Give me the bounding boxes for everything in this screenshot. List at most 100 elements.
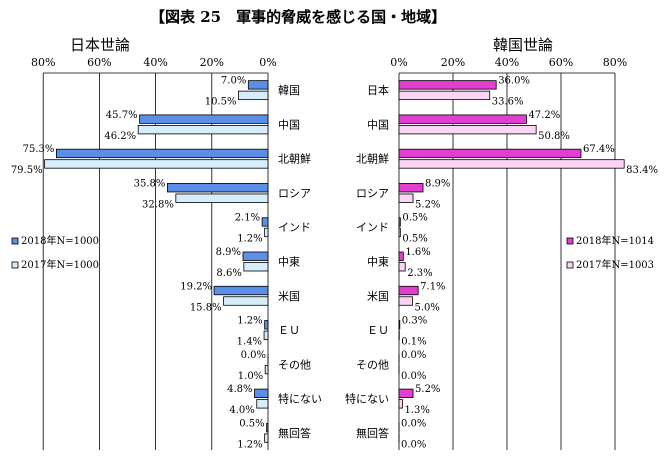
right-category-label: 北朝鮮 xyxy=(356,152,389,166)
right-bar-2018 xyxy=(398,114,527,124)
left-data-label: 1.0% xyxy=(238,371,263,382)
right-category-label: ＥＵ xyxy=(367,324,389,337)
left-data-label: 19.2% xyxy=(180,281,212,292)
left-bar-2018 xyxy=(264,320,269,330)
right-data-label: 0.1% xyxy=(401,337,426,348)
left-data-label: 10.5% xyxy=(205,97,237,108)
right-data-label: 50.8% xyxy=(538,131,570,142)
left-data-label: 1.2% xyxy=(237,439,262,450)
right-bar-2018 xyxy=(398,183,424,193)
right-data-label: 5.2% xyxy=(415,199,440,210)
left-bar-2018 xyxy=(56,148,269,159)
right-category-label: その他 xyxy=(356,358,389,371)
right-category-label: 無回答 xyxy=(356,426,389,440)
right-bar-2017 xyxy=(398,159,625,169)
right-data-label: 5.2% xyxy=(415,384,440,395)
left-data-label: 0.0% xyxy=(241,350,266,361)
right-panel-title: 韓国世論 xyxy=(493,36,554,54)
left-data-label: 75.3% xyxy=(23,144,55,155)
left-panel-title: 日本世論 xyxy=(70,36,131,54)
left-data-label: 8.9% xyxy=(216,247,241,258)
legend-right-2018-label: 2018年N=1014 xyxy=(576,234,654,247)
left-tick-label: 60% xyxy=(87,56,111,69)
right-data-label: 2.3% xyxy=(407,268,432,279)
left-data-label: 45.7% xyxy=(106,110,138,121)
left-data-label: 1.2% xyxy=(237,234,262,245)
left-bar-2018 xyxy=(139,114,269,124)
right-data-label: 0.5% xyxy=(402,234,427,245)
right-data-label: 7.1% xyxy=(420,281,445,292)
left-data-label: 46.2% xyxy=(104,131,136,142)
left-data-label: 35.8% xyxy=(134,178,166,189)
left-data-label: 32.8% xyxy=(142,199,174,210)
left-data-label: 7.0% xyxy=(221,76,246,87)
left-tick-label: 0% xyxy=(259,56,276,69)
left-bar-2018 xyxy=(247,80,269,90)
left-bar-2018 xyxy=(261,217,269,227)
left-data-label: 0.5% xyxy=(239,418,264,429)
right-bar-2018 xyxy=(398,80,497,90)
left-category-label: 特にない xyxy=(278,392,322,406)
left-data-label: 4.0% xyxy=(229,405,254,416)
left-bar-2017 xyxy=(264,227,269,238)
left-data-label: 1.4% xyxy=(237,337,262,348)
left-bar-2017 xyxy=(264,433,269,443)
left-bar-2017 xyxy=(263,330,269,340)
right-tick-label: 20% xyxy=(441,56,465,69)
left-category-label: インド xyxy=(278,221,311,234)
right-bar-2017 xyxy=(398,90,491,101)
right-data-label: 0.3% xyxy=(402,316,427,327)
legend-right-2017-label: 2017年N=1003 xyxy=(576,258,654,271)
legend-left-2018-swatch xyxy=(11,237,19,245)
left-bar-2017 xyxy=(238,90,269,101)
right-bar-2017 xyxy=(398,296,413,306)
right-bar-2017 xyxy=(398,227,401,238)
left-bar-2017 xyxy=(256,399,269,409)
left-category-label: ＥＵ xyxy=(278,324,300,337)
left-category-label: 韓国 xyxy=(278,84,300,97)
legend-left-2017-label: 2017年N=1000 xyxy=(21,258,99,271)
legend-left-2017-swatch xyxy=(11,261,19,269)
left-bar-2017 xyxy=(243,262,269,272)
right-category-label: 日本 xyxy=(367,83,389,97)
right-bar-2017 xyxy=(398,399,403,409)
left-bar-2017 xyxy=(223,296,269,306)
right-tick-label: 0% xyxy=(390,56,407,69)
right-bar-2018 xyxy=(398,388,414,398)
right-data-label: 5.0% xyxy=(415,302,440,313)
right-data-label: 67.4% xyxy=(583,144,615,155)
right-data-label: 8.9% xyxy=(425,178,450,189)
right-bar-2018 xyxy=(398,285,419,296)
right-data-label: 0.5% xyxy=(402,213,427,224)
left-category-label: 無回答 xyxy=(278,426,311,440)
left-bar-2018 xyxy=(167,183,269,193)
left-category-label: 中東 xyxy=(278,256,300,269)
left-category-label: その他 xyxy=(278,358,311,371)
left-bar-2018 xyxy=(266,422,269,433)
right-data-label: 0.0% xyxy=(401,418,426,429)
left-category-label: 中国 xyxy=(278,118,300,131)
right-data-label: 47.2% xyxy=(528,110,560,121)
right-data-label: 36.0% xyxy=(498,76,530,87)
left-bar-2018 xyxy=(242,251,269,261)
legend-left-2018-label: 2018年N=1000 xyxy=(21,234,99,247)
left-category-label: 北朝鮮 xyxy=(278,152,311,166)
right-category-label: 中国 xyxy=(367,118,389,131)
right-data-label: 0.0% xyxy=(401,439,426,450)
right-tick-label: 40% xyxy=(495,56,519,69)
right-bar-2018 xyxy=(398,251,404,261)
left-data-label: 2.1% xyxy=(235,213,260,224)
left-category-label: ロシア xyxy=(278,187,311,200)
right-category-label: 特にない xyxy=(345,392,389,406)
left-bar-2017 xyxy=(175,193,269,203)
left-bar-2017 xyxy=(264,364,269,375)
right-tick-label: 80% xyxy=(603,56,627,69)
right-bar-2018 xyxy=(398,217,401,227)
left-tick-label: 80% xyxy=(31,56,55,69)
right-data-label: 1.6% xyxy=(405,247,430,258)
right-category-label: インド xyxy=(356,221,389,234)
right-bar-2017 xyxy=(398,193,414,203)
right-category-label: 米国 xyxy=(367,290,389,303)
left-bar-2018 xyxy=(213,285,269,296)
right-category-label: ロシア xyxy=(356,187,389,200)
